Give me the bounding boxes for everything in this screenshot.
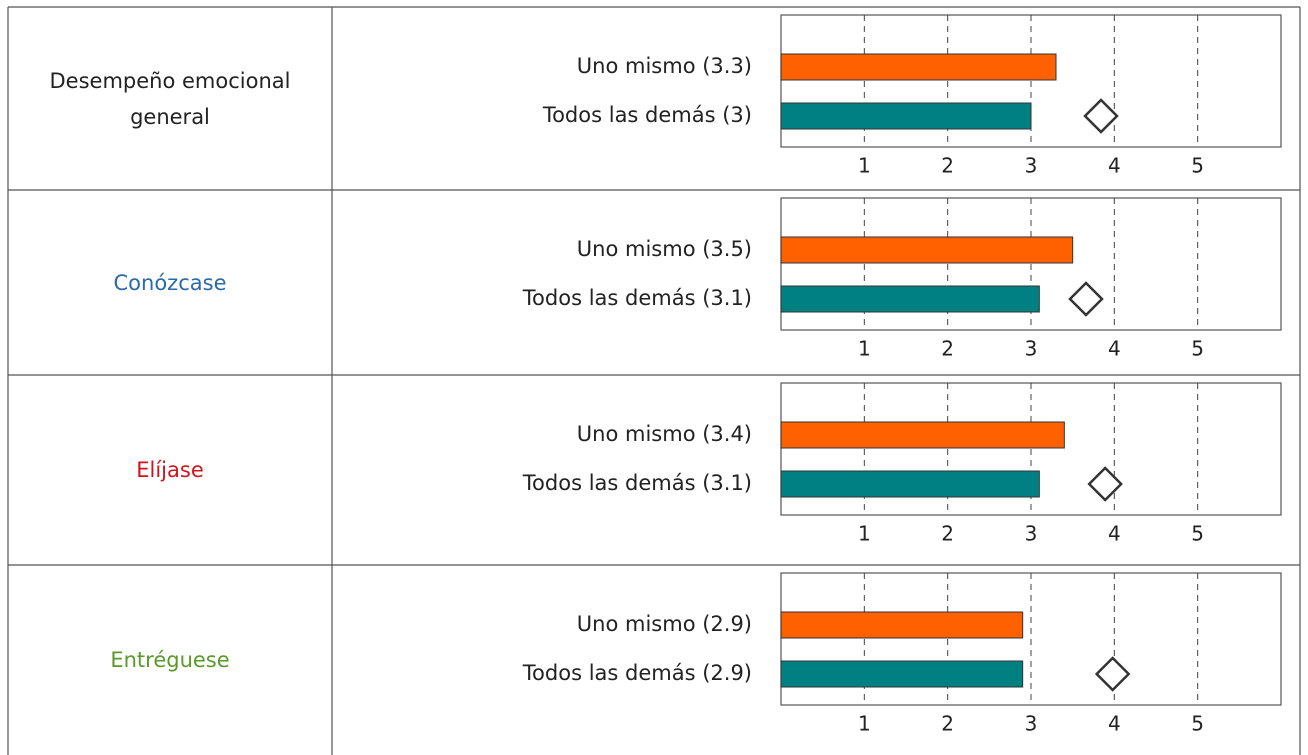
x-tick-label: 4 [1108,712,1121,736]
x-tick-label: 1 [858,154,871,178]
x-tick-label: 4 [1108,522,1121,546]
row-label: Desempeño emocional general [49,68,291,129]
x-tick-label: 5 [1191,712,1204,736]
bar [780,421,1065,449]
bar [780,660,1024,688]
diamond-marker [1083,98,1119,134]
row-label: Elíjase [136,458,204,482]
bar-label: Uno mismo (3.5) [577,237,752,261]
row-label: Entréguese [110,648,230,672]
x-tick-label: 3 [1025,154,1038,178]
x-tick-label: 3 [1025,337,1038,361]
bar-label: Todos las demás (2.9) [522,661,752,685]
bar-label: Uno mismo (3.3) [577,54,752,78]
table-borders [7,6,1301,755]
x-tick-label: 4 [1108,337,1121,361]
bar-label: Uno mismo (2.9) [577,612,752,636]
bar-label: Todos las demás (3.1) [522,471,752,495]
bar [780,611,1024,639]
diamond-marker [1068,281,1104,317]
bar [780,285,1040,313]
x-tick-label: 4 [1108,154,1121,178]
bar-label: Todos las demás (3.1) [522,286,752,310]
x-tick-label: 3 [1025,712,1038,736]
x-tick-label: 2 [941,154,954,178]
x-tick-label: 5 [1191,337,1204,361]
bar [780,470,1040,498]
x-tick-label: 1 [858,337,871,361]
bar-label: Uno mismo (3.4) [577,422,752,446]
x-tick-label: 2 [941,522,954,546]
bar [780,102,1032,130]
bar [780,53,1057,81]
diamond-marker [1087,466,1123,502]
x-tick-label: 3 [1025,522,1038,546]
x-tick-label: 2 [941,337,954,361]
diamond-marker [1094,656,1131,692]
x-tick-label: 5 [1191,154,1204,178]
x-tick-label: 1 [858,522,871,546]
row-label: Conózcase [113,270,227,295]
bar [780,236,1074,264]
bar-label: Todos las demás (3) [542,103,752,127]
x-tick-label: 5 [1191,522,1204,546]
x-tick-label: 1 [858,712,871,736]
x-tick-label: 2 [941,712,954,736]
